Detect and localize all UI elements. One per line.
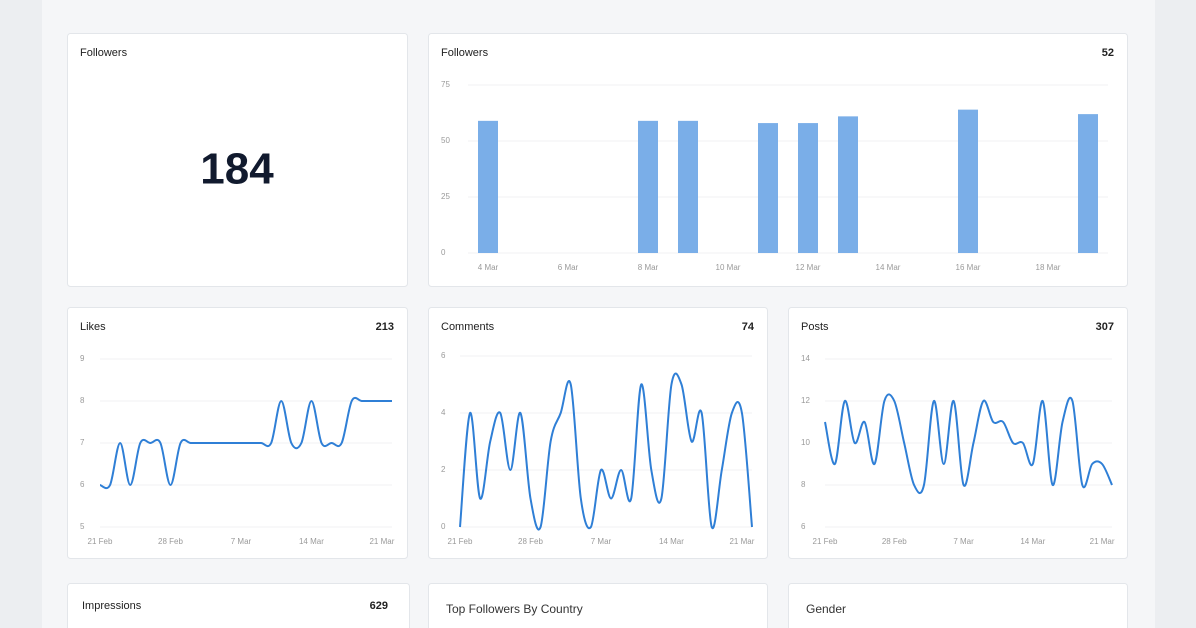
y-tick-label: 5: [80, 522, 85, 531]
x-tick-label: 18 Mar: [1036, 263, 1061, 272]
bar: [478, 120, 498, 253]
bar: [758, 123, 778, 253]
card-total: 629: [370, 600, 388, 612]
card: [428, 583, 768, 628]
y-tick-label: 7: [80, 438, 85, 447]
card-title: Followers: [441, 47, 489, 59]
x-tick-label: 14 Mar: [1020, 537, 1045, 546]
y-tick-label: 10: [801, 438, 810, 447]
card: [788, 583, 1128, 628]
y-tick-label: 4: [441, 408, 446, 417]
bar: [958, 109, 978, 253]
x-tick-label: 4 Mar: [478, 263, 499, 272]
x-tick-label: 7 Mar: [953, 537, 974, 546]
x-tick-label: 6 Mar: [558, 263, 579, 272]
x-tick-label: 14 Mar: [299, 537, 324, 546]
y-tick-label: 25: [441, 192, 450, 201]
x-tick-label: 14 Mar: [876, 263, 901, 272]
bar: [678, 120, 698, 253]
y-tick-label: 75: [441, 80, 450, 89]
x-tick-label: 16 Mar: [956, 263, 981, 272]
card-total: 307: [1096, 321, 1114, 333]
bar: [638, 120, 658, 253]
line: [99, 396, 392, 490]
y-tick-label: 8: [801, 480, 806, 489]
card-title: Gender: [806, 602, 846, 616]
y-tick-label: 0: [441, 248, 446, 257]
y-tick-label: 6: [441, 351, 446, 360]
card-title: Likes: [80, 321, 106, 333]
x-tick-label: 12 Mar: [796, 263, 821, 272]
card-title: Top Followers By Country: [446, 602, 583, 616]
y-tick-label: 6: [80, 480, 85, 489]
y-tick-label: 50: [441, 136, 450, 145]
card: [67, 583, 410, 628]
card-title: Posts: [801, 321, 829, 333]
x-tick-label: 7 Mar: [591, 537, 612, 546]
card-title: Impressions: [82, 600, 142, 612]
x-tick-label: 21 Mar: [729, 537, 754, 546]
y-tick-label: 9: [80, 354, 85, 363]
x-tick-label: 8 Mar: [638, 263, 659, 272]
x-tick-label: 14 Mar: [659, 537, 684, 546]
x-tick-label: 21 Feb: [813, 537, 838, 546]
card: [67, 307, 408, 559]
x-tick-label: 21 Mar: [1090, 537, 1115, 546]
card-title: Comments: [441, 321, 495, 333]
y-tick-label: 8: [80, 396, 85, 405]
card: [67, 33, 408, 287]
x-tick-label: 28 Feb: [882, 537, 907, 546]
x-tick-label: 21 Mar: [369, 537, 394, 546]
card-title: Followers: [80, 47, 128, 59]
x-tick-label: 28 Feb: [518, 537, 543, 546]
x-tick-label: 21 Feb: [88, 537, 113, 546]
y-tick-label: 2: [441, 465, 446, 474]
y-tick-label: 14: [801, 354, 810, 363]
y-tick-label: 0: [441, 522, 446, 531]
card-total: 52: [1102, 47, 1114, 59]
x-tick-label: 28 Feb: [158, 537, 183, 546]
y-tick-label: 6: [801, 522, 806, 531]
line: [459, 372, 753, 531]
bar: [838, 116, 858, 253]
kpi-value: 184: [200, 145, 274, 194]
card: [428, 307, 768, 559]
card-total: 74: [742, 321, 755, 333]
bar: [798, 123, 818, 253]
line: [824, 393, 1113, 494]
y-tick-label: 12: [801, 396, 810, 405]
card-total: 213: [376, 321, 394, 333]
x-tick-label: 7 Mar: [231, 537, 252, 546]
bar: [1078, 114, 1098, 254]
x-tick-label: 10 Mar: [716, 263, 741, 272]
x-tick-label: 21 Feb: [448, 537, 473, 546]
